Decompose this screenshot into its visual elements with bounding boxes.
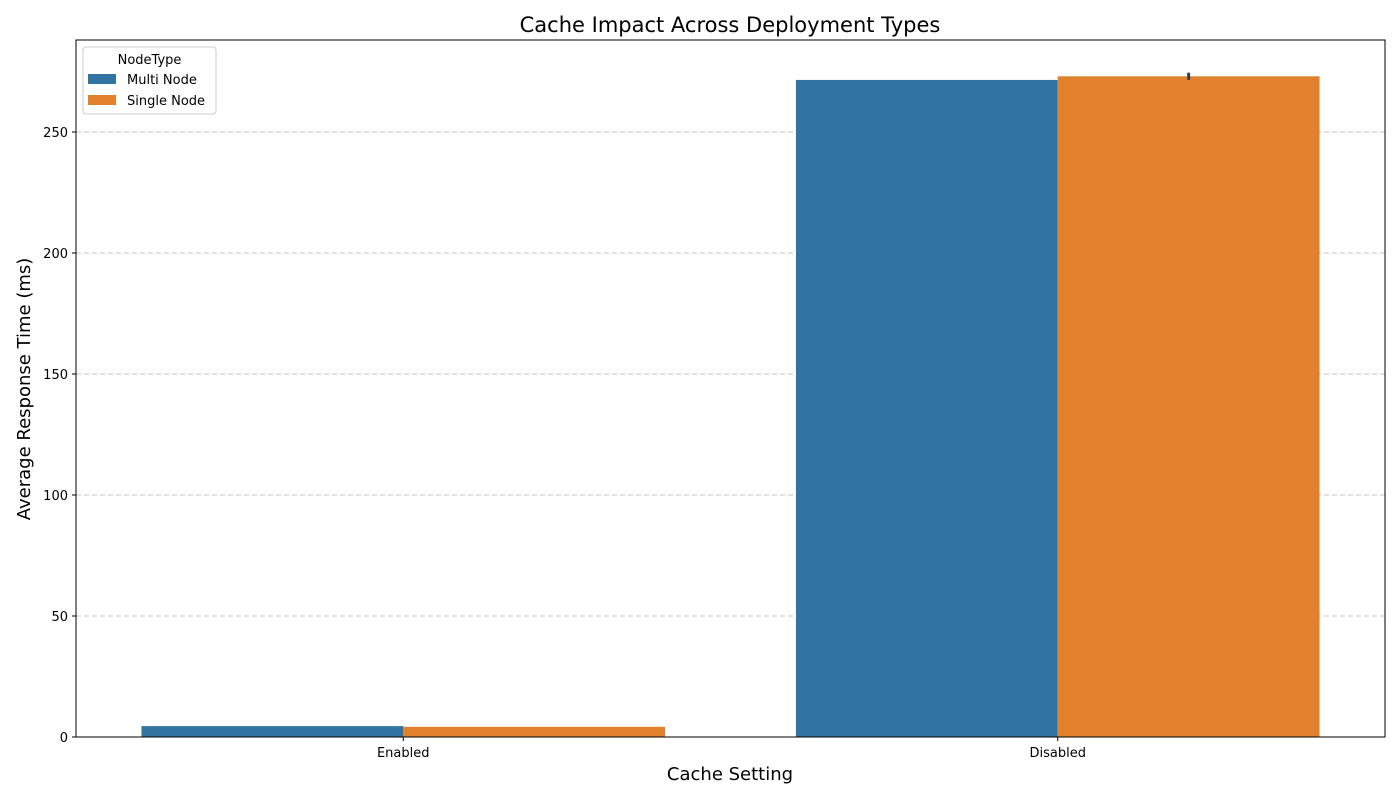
chart-title: Cache Impact Across Deployment Types xyxy=(520,13,941,37)
y-axis-ticks: 0 50 100 150 200 250 xyxy=(43,126,76,746)
bars xyxy=(141,76,1320,738)
y-axis-label: Average Response Time (ms) xyxy=(14,258,35,521)
legend: NodeType Multi Node Single Node xyxy=(82,46,217,115)
legend-items: Multi Node Single Node xyxy=(88,73,205,109)
y-tick-label: 50 xyxy=(51,610,68,625)
y-tick-label: 200 xyxy=(43,247,68,262)
x-tick-label: Enabled xyxy=(377,746,430,761)
legend-swatch xyxy=(88,74,116,84)
y-tick-label: 150 xyxy=(43,368,68,383)
legend-box xyxy=(82,46,217,115)
y-tick-label: 250 xyxy=(43,126,68,141)
legend-entry: Single Node xyxy=(127,94,205,109)
x-axis-ticks: Enabled Disabled xyxy=(377,737,1086,761)
legend-entry: Multi Node xyxy=(127,73,197,88)
bar-multi-node-enabled xyxy=(141,726,404,737)
y-tick-label: 100 xyxy=(43,489,68,504)
x-tick-label: Disabled xyxy=(1030,746,1086,761)
bar-single-node-disabled xyxy=(1057,76,1320,738)
y-tick-label: 0 xyxy=(60,731,68,746)
bar-single-node-enabled xyxy=(403,726,666,737)
legend-swatch xyxy=(88,95,116,105)
plot-frame xyxy=(75,39,1386,738)
bar-multi-node-disabled xyxy=(795,79,1058,737)
x-axis-label: Cache Setting xyxy=(667,764,793,785)
legend-title: NodeType xyxy=(118,53,182,68)
